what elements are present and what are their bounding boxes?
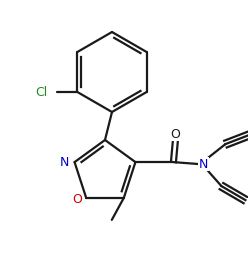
Text: O: O <box>72 193 82 206</box>
Text: O: O <box>170 128 180 141</box>
Text: N: N <box>60 155 70 169</box>
Text: N: N <box>199 158 208 171</box>
Text: Cl: Cl <box>35 86 47 98</box>
